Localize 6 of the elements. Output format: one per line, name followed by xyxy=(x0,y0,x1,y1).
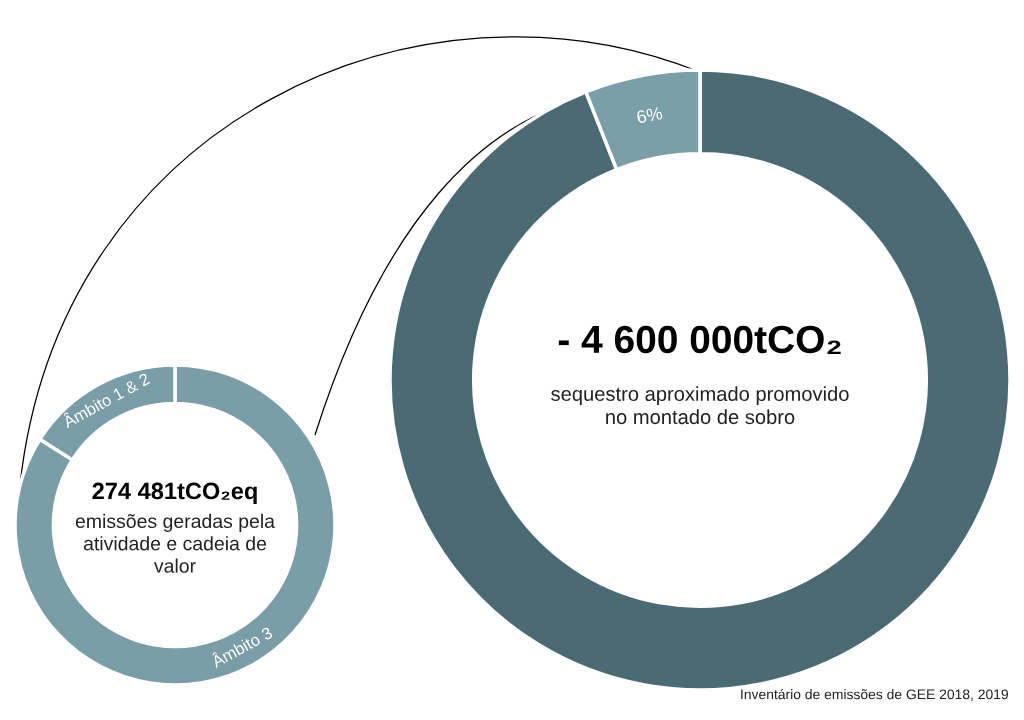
text: Inventário de emissões de GEE 2018, 2019 xyxy=(741,688,1008,701)
text: sequestro aproximado promovido no montado de sobro xyxy=(551,386,849,425)
text: - 4 600 000tCO₂ xyxy=(558,325,841,355)
text: 274 481tCO₂eq xyxy=(92,482,257,504)
data-label: 6% xyxy=(636,106,663,124)
text: emissões geradas pela atividade e cadeia de valor xyxy=(75,513,275,573)
